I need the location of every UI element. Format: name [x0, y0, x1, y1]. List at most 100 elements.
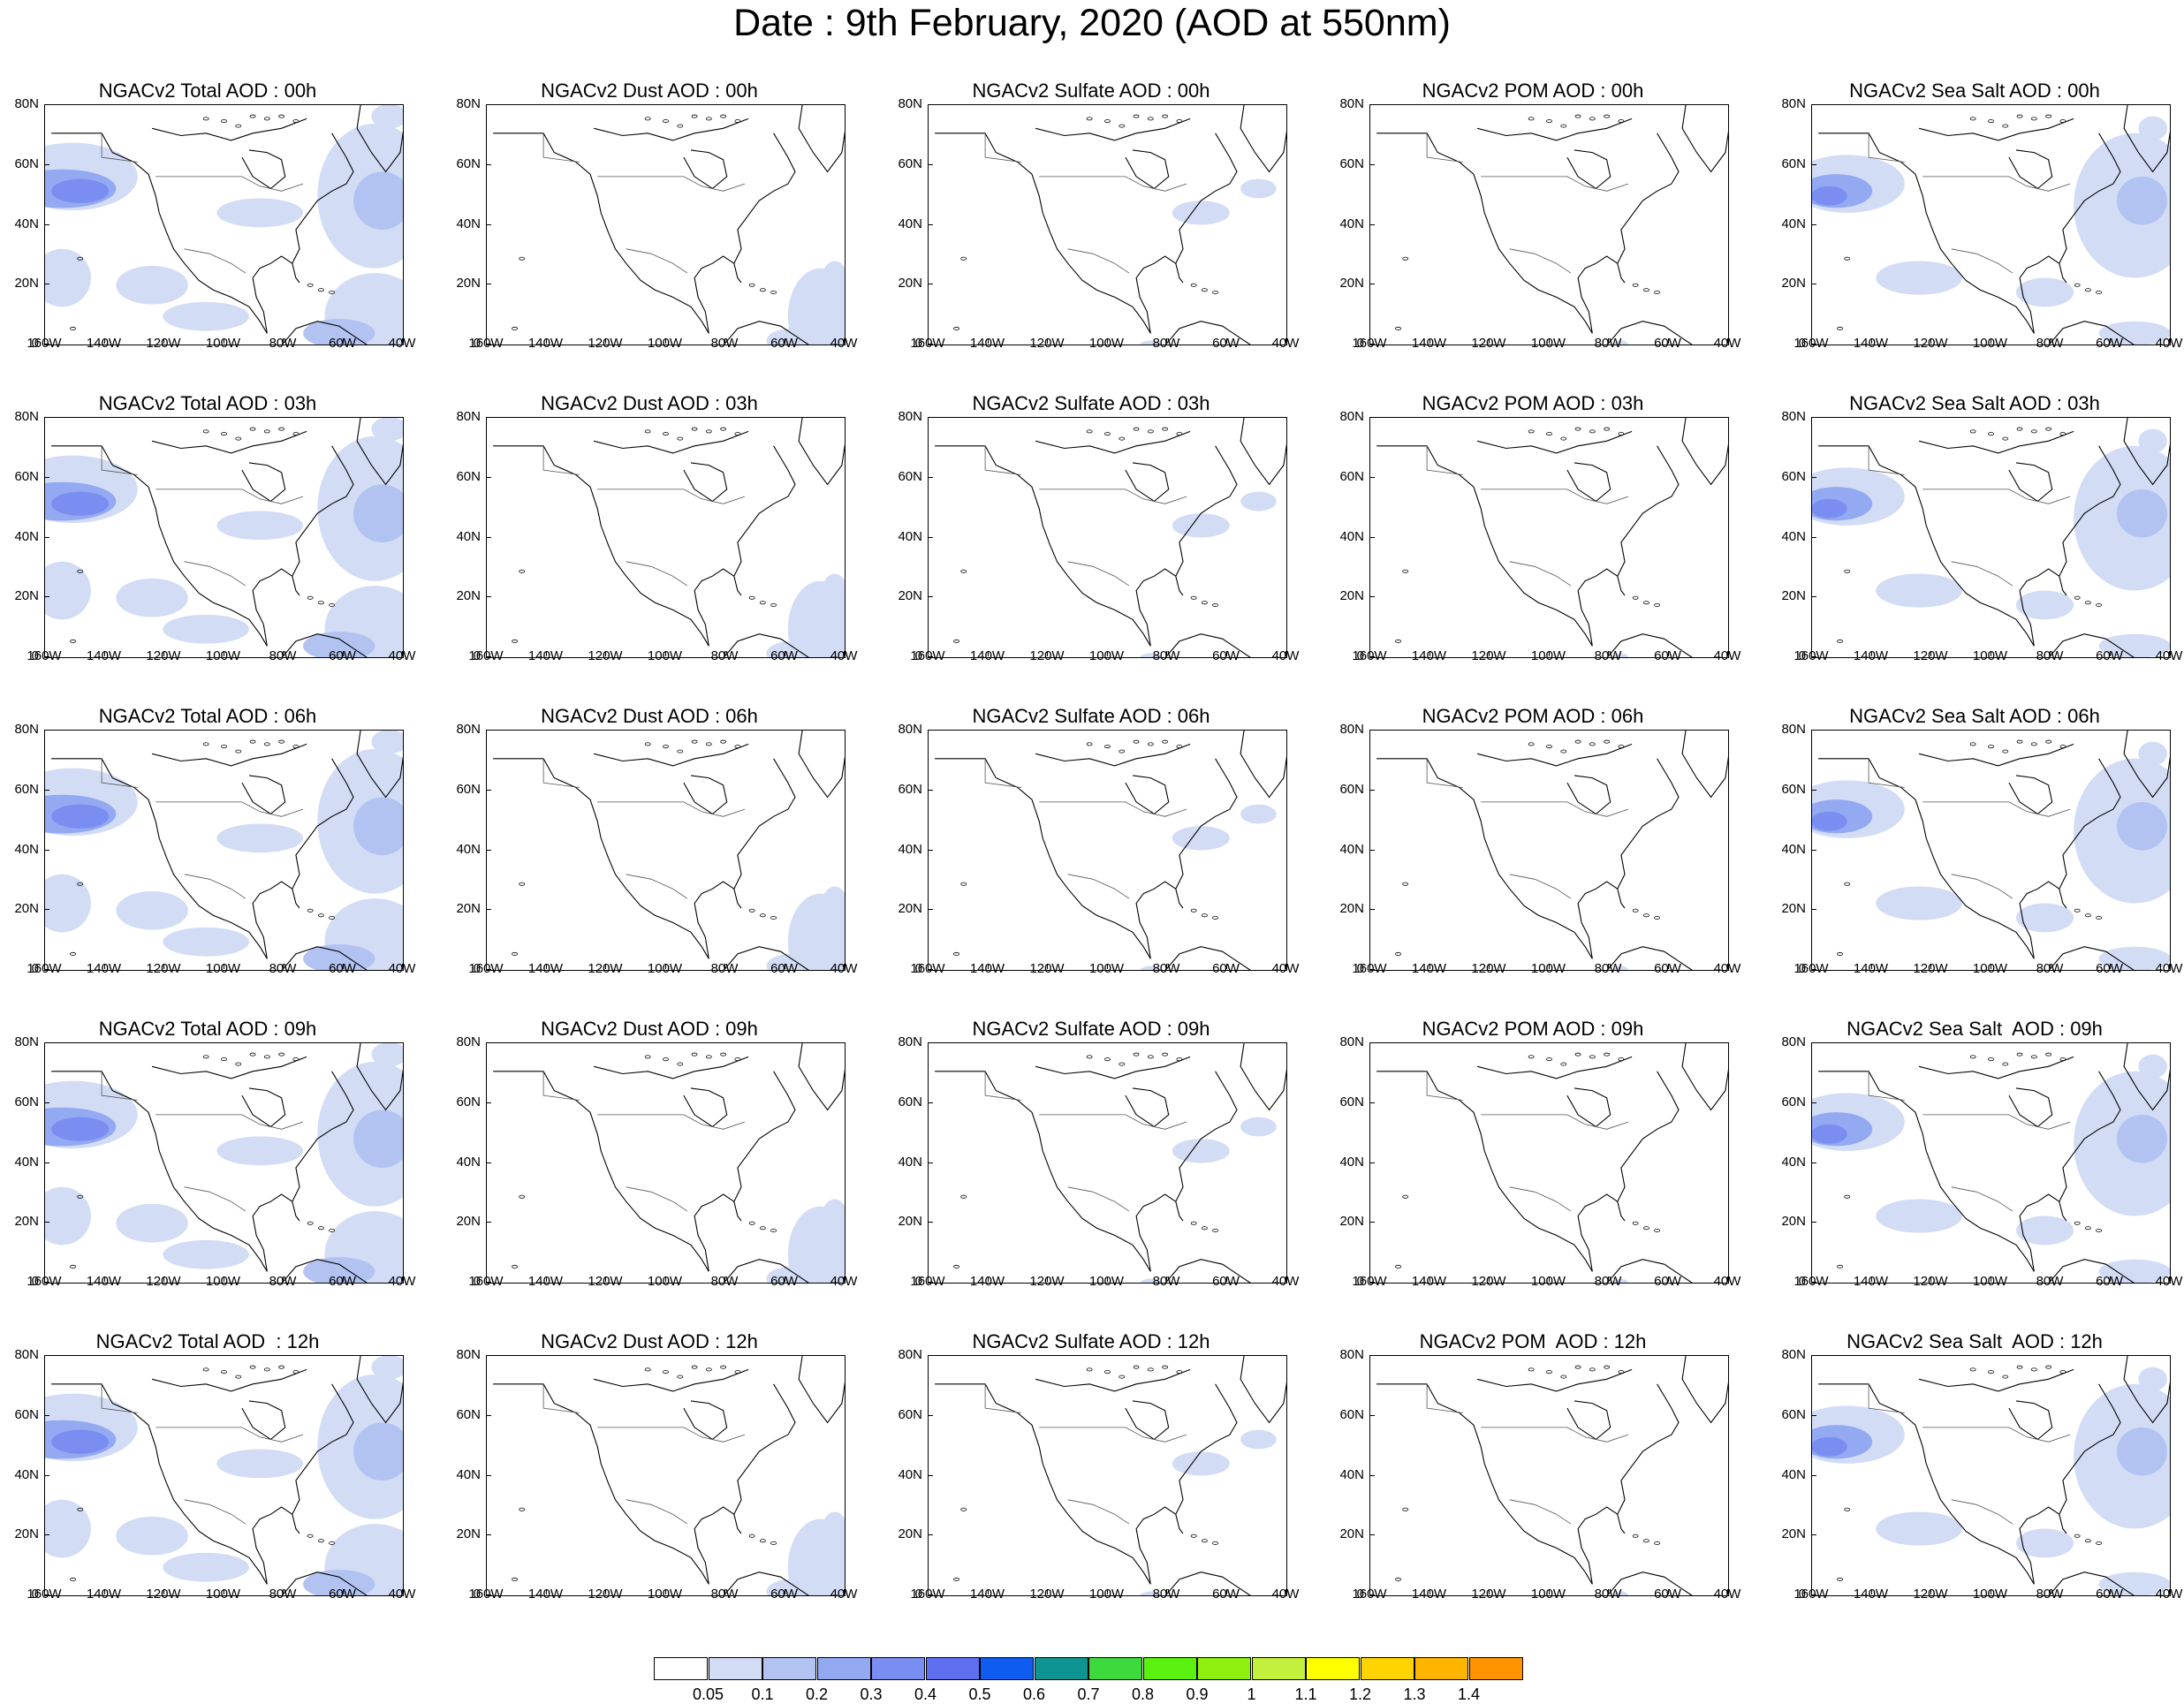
coastline: [1135, 445, 1238, 647]
island-outline: [677, 1375, 684, 1379]
aod-shading: [1811, 1436, 1847, 1457]
x-tick-mark: [44, 1589, 45, 1594]
island-outline: [770, 1228, 777, 1232]
aod-map: [1376, 417, 1729, 658]
y-tick-mark: [1811, 1042, 1816, 1043]
y-tick-label: 20N: [14, 1214, 39, 1230]
x-tick-mark: [1106, 964, 1108, 969]
aod-map: [1811, 730, 2171, 971]
map-plot-area: [486, 1355, 846, 1596]
country-border: [1922, 176, 2071, 192]
coastline: [683, 149, 728, 190]
island-outline: [1642, 288, 1649, 292]
coastline: [1681, 104, 1729, 173]
island-outline: [1119, 436, 1126, 441]
aod-shading: [51, 491, 110, 516]
y-tick-mark: [1811, 1534, 1816, 1536]
island-outline: [1837, 951, 1843, 956]
country-border: [1426, 1071, 1463, 1101]
coastline: [1164, 321, 1252, 345]
map-panel: NGACv2 Sulfate AOD : 12h 80N 60N 40N 20N 0 160…: [883, 1330, 1299, 1640]
y-tick-label: 20N: [1339, 1214, 1364, 1230]
y-tick-mark: [928, 344, 933, 345]
map-panel: NGACv2 Total AOD : 09h 80N 60N 40N 20N 0 160W 1…: [0, 1018, 415, 1327]
aod-shading: [766, 1266, 817, 1284]
island-outline: [1988, 119, 1994, 124]
y-tick-mark: [928, 1594, 933, 1595]
island-outline: [2002, 124, 2009, 128]
coastline: [281, 1259, 368, 1284]
colorbar-label: 1.3: [1403, 1685, 1426, 1703]
island-outline: [734, 432, 741, 436]
y-tick-label: 0: [1356, 1587, 1364, 1602]
map-plot-area: [1369, 1042, 1729, 1284]
island-outline: [1837, 639, 1843, 643]
x-tick-mark: [1285, 1276, 1286, 1282]
island-outline: [70, 326, 76, 330]
aod-shading: [2116, 1114, 2167, 1163]
coastline: [1918, 1368, 2074, 1392]
map-plot-area: [1369, 730, 1729, 971]
coastline: [2008, 775, 2053, 815]
x-tick-mark: [1870, 1276, 1872, 1282]
island-outline: [2045, 114, 2052, 118]
y-tick-label: 20N: [1781, 1214, 1806, 1230]
y-tick-label: 0: [1798, 1587, 1806, 1602]
island-outline: [1176, 1370, 1183, 1375]
y-tick-mark: [1811, 476, 1816, 478]
y-tick-label: 0: [914, 1274, 922, 1289]
island-outline: [1201, 1226, 1208, 1231]
aod-shading: [1613, 966, 1629, 971]
island-outline: [770, 290, 777, 294]
panel-title: NGACv2 Sulfate AOD : 12h: [972, 1330, 1210, 1352]
x-tick-mark: [1727, 1589, 1728, 1594]
island-outline: [70, 639, 76, 643]
map-panel: NGACv2 Total AOD : 12h 80N 60N 40N 20N 0 160W 1…: [0, 1330, 415, 1640]
coastline: [1681, 1355, 1729, 1424]
country-border: [1509, 1499, 1572, 1525]
y-tick-label: 40N: [1339, 1154, 1364, 1170]
country-border: [1868, 1383, 1905, 1413]
y-tick-label: 20N: [456, 901, 481, 917]
x-tick-mark: [605, 338, 606, 344]
y-tick-label: 40N: [898, 1154, 922, 1170]
island-outline: [677, 1062, 684, 1066]
x-tick-mark: [724, 1276, 725, 1282]
coastline: [935, 1383, 1151, 1585]
x-tick-mark: [486, 1589, 487, 1594]
island-outline: [705, 117, 712, 121]
x-tick-mark: [402, 338, 403, 344]
island-outline: [263, 742, 270, 746]
coastline: [2123, 730, 2171, 799]
island-outline: [1642, 1539, 1649, 1543]
x-tick-mark: [928, 1276, 929, 1282]
x-tick-mark: [2169, 651, 2170, 656]
island-outline: [1844, 569, 1851, 573]
island-outline: [2059, 119, 2066, 124]
island-outline: [953, 639, 959, 643]
coastline: [356, 1355, 404, 1424]
aod-shading: [371, 1355, 404, 1380]
y-tick-mark: [928, 417, 933, 418]
island-outline: [663, 432, 669, 436]
y-tick-label: 0: [1356, 648, 1364, 663]
island-outline: [1190, 595, 1197, 600]
coastline: [1566, 775, 1611, 815]
coastline: [683, 1400, 728, 1441]
island-outline: [1604, 1365, 1611, 1369]
coastline: [356, 730, 404, 799]
coastline: [1566, 149, 1611, 190]
coastline: [2048, 1571, 2135, 1596]
country-border: [1922, 801, 2071, 817]
x-tick-mark: [1870, 651, 1872, 656]
island-outline: [2059, 745, 2066, 749]
coastline: [1681, 730, 1729, 799]
island-outline: [307, 595, 314, 600]
aod-map: [493, 104, 846, 345]
aod-map: [44, 417, 404, 658]
aod-shading: [2015, 903, 2074, 933]
island-outline: [644, 1367, 651, 1372]
aod-map: [493, 730, 846, 971]
coastline: [1125, 775, 1170, 815]
island-outline: [960, 569, 967, 573]
